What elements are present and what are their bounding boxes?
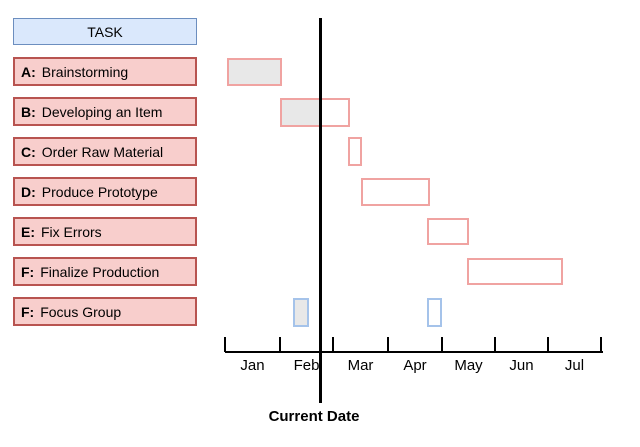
month-label: Apr: [403, 357, 427, 374]
gantt-bar: [280, 98, 350, 127]
gantt-bar: [348, 137, 362, 166]
task-title: Fix Errors: [41, 223, 102, 240]
axis-tick: [387, 337, 389, 352]
axis-tick: [332, 337, 334, 352]
gantt-bar: [467, 258, 563, 285]
month-label: May: [454, 357, 483, 374]
axis-tick: [279, 337, 281, 352]
task-row: A: Brainstorming: [13, 57, 197, 86]
task-title: Produce Prototype: [41, 183, 158, 200]
task-letter: D:: [21, 183, 36, 200]
gantt-bar: [227, 58, 282, 86]
task-title: Finalize Production: [40, 263, 160, 280]
month-label: Mar: [347, 357, 374, 374]
task-row: B: Developing an Item: [13, 97, 197, 126]
axis-tick: [600, 337, 602, 352]
task-row: D: Produce Prototype: [13, 177, 197, 206]
month-label: Jun: [509, 357, 534, 374]
current-date-label: Current Date: [268, 408, 360, 425]
task-header: TASK: [13, 18, 197, 45]
task-title: Order Raw Material: [41, 143, 164, 160]
task-row: E: Fix Errors: [13, 217, 197, 246]
task-row: F: Finalize Production: [13, 257, 197, 286]
month-label: Jul: [564, 357, 585, 374]
task-title: Developing an Item: [41, 103, 163, 120]
axis-tick: [224, 337, 226, 352]
task-letter: F:: [21, 263, 35, 280]
timeline-axis: [225, 351, 603, 353]
gantt-bar: [361, 178, 430, 206]
task-header-label: TASK: [87, 23, 123, 40]
gantt-bar-progress: [229, 60, 280, 84]
gantt-bar-progress: [295, 300, 307, 325]
task-title: Focus Group: [40, 303, 122, 320]
month-label: Jan: [240, 357, 265, 374]
task-letter: A:: [21, 63, 36, 80]
task-letter: F:: [21, 303, 35, 320]
task-row: F: Focus Group: [13, 297, 197, 326]
month-label: Feb: [293, 357, 320, 374]
task-row: C: Order Raw Material: [13, 137, 197, 166]
gantt-bar-progress: [282, 100, 320, 125]
gantt-bar: [427, 218, 469, 245]
task-title: Brainstorming: [41, 63, 129, 80]
task-letter: B:: [21, 103, 36, 120]
task-letter: E:: [21, 223, 35, 240]
axis-tick: [441, 337, 443, 352]
axis-tick: [494, 337, 496, 352]
gantt-bar: [293, 298, 309, 327]
current-date-line: [319, 18, 322, 403]
axis-tick: [547, 337, 549, 352]
task-letter: C:: [21, 143, 36, 160]
gantt-bar: [427, 298, 442, 327]
